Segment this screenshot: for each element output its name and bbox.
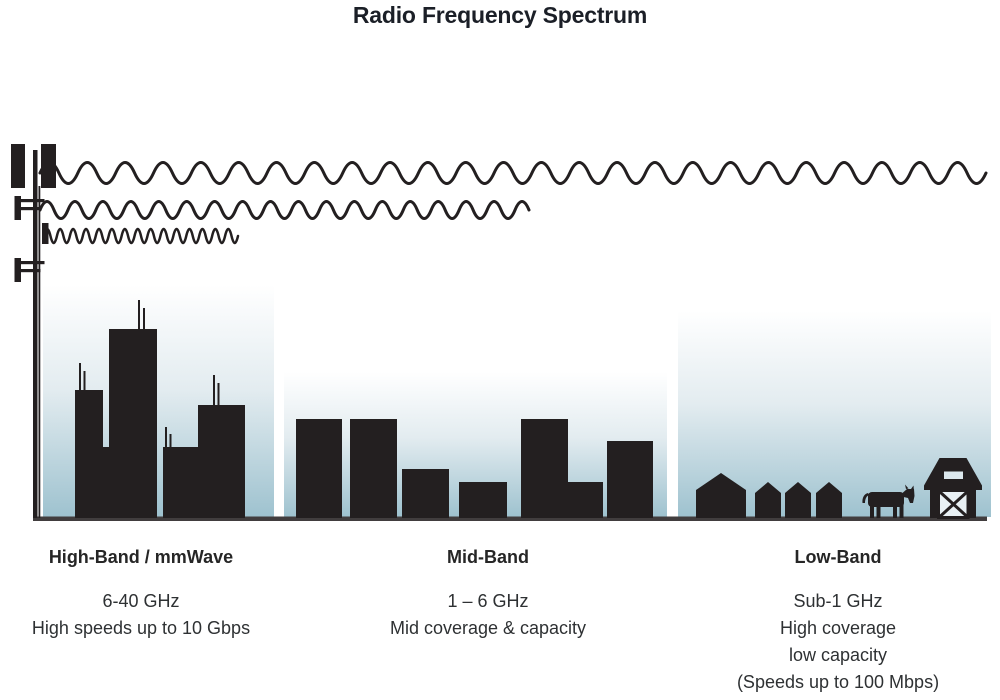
cow-horn [905,484,909,489]
midrise-building [350,419,397,518]
barn-loft-window [944,471,963,479]
band-description: Mid coverage & capacity [389,618,587,638]
ground-line [33,516,987,521]
tower-lower-crossbar-2 [16,269,41,273]
cow-icon [862,484,915,518]
cow-body [868,492,904,507]
midrise-building [402,469,449,518]
cow-head [899,489,915,503]
tower-right-small-panel [42,223,49,244]
house-icon [696,473,746,518]
midrise-buildings-icon [296,419,653,518]
skyscraper [198,405,245,518]
cow-leg [876,504,881,518]
house-icon [816,482,842,518]
midrise-building [459,482,507,518]
band-frequency: Sub-1 GHz [793,591,883,611]
tower-lower-crossbar [16,261,45,265]
band-name: Low-Band [794,547,882,567]
band-frequency: 6-40 GHz [102,591,180,611]
radio-waves [38,161,988,245]
tower-lower-small-panel [14,258,21,282]
low-band-label-block: Low-Band Sub-1 GHz High coverage low cap… [698,547,978,696]
suburban-houses-icon [696,473,842,518]
midrise-building [521,419,568,518]
tower-mast-secondary [38,186,41,518]
cow-leg [893,504,897,518]
cell-tower-icon [11,144,56,518]
long-wavelength-wave [38,161,988,185]
band-description: (Speeds up to 100 Mbps) [736,672,940,692]
band-description: High speeds up to 10 Gbps [31,618,251,638]
tower-upper-crossbar-2 [16,207,41,211]
tower-top-right-panel [41,144,56,188]
skyscraper [163,447,198,518]
cow-tail [862,493,869,503]
tower-mast [33,150,38,518]
band-description: High coverage [779,618,897,638]
page-title: Radio Frequency Spectrum [352,2,648,28]
midrise-building [296,419,342,518]
cow-horn [911,485,914,489]
rooftop-antennas [79,300,220,448]
barn-door-brace [938,490,969,518]
mid-band-label-block: Mid-Band 1 – 6 GHz Mid coverage & capaci… [348,547,628,642]
house-icon [785,482,811,518]
barn-icon [924,458,982,519]
midrise-building [568,482,603,518]
tower-top-left-panel [11,144,25,188]
house-icon [755,482,781,518]
city-skyline-icon [75,300,245,518]
band-frequency: 1 – 6 GHz [447,591,529,611]
high-band-label-block: High-Band / mmWave 6-40 GHz High speeds … [1,547,281,642]
midrise-building [607,441,653,518]
cow-leg [899,504,904,518]
medium-wavelength-wave [38,200,531,220]
band-name: Mid-Band [447,547,529,567]
band-description: low capacity [788,645,888,665]
cow-leg [870,504,874,518]
skyscraper [98,447,111,518]
skyscraper [109,329,157,518]
tower-upper-small-panel [14,196,21,220]
band-name: High-Band / mmWave [48,547,234,567]
short-wavelength-wave [42,227,240,245]
tower-upper-crossbar [16,199,45,203]
